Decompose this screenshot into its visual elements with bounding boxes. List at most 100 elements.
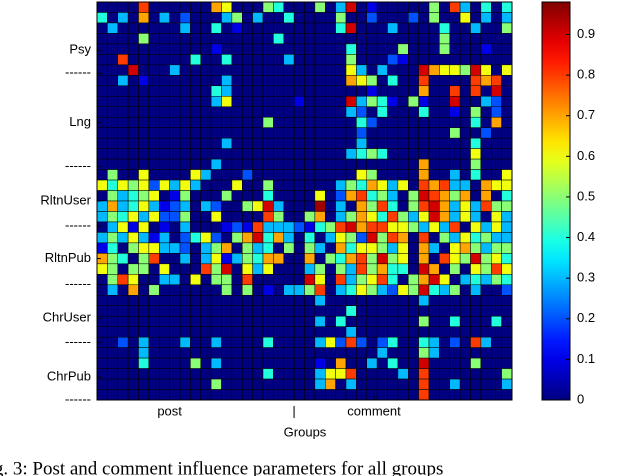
cell — [242, 347, 253, 359]
cell — [159, 263, 170, 275]
cell — [459, 284, 471, 296]
cell — [459, 368, 471, 380]
cell — [96, 326, 108, 338]
cell — [345, 106, 357, 118]
cell — [190, 12, 201, 24]
cell — [387, 368, 399, 380]
cell — [439, 284, 450, 296]
cell — [439, 148, 450, 160]
cell — [221, 211, 233, 223]
cell — [117, 158, 129, 170]
cell — [397, 284, 409, 296]
cell — [501, 368, 513, 380]
cell — [470, 221, 482, 233]
cell — [501, 263, 513, 275]
cell — [376, 263, 388, 275]
cell — [335, 106, 347, 118]
cell — [335, 295, 347, 306]
cell — [470, 326, 482, 338]
cell — [200, 242, 212, 254]
cell — [345, 116, 357, 128]
cell — [459, 315, 471, 327]
cell — [366, 326, 378, 338]
cell — [304, 305, 316, 317]
cell — [231, 116, 243, 128]
cell — [335, 22, 347, 34]
cell — [107, 211, 118, 223]
cell — [439, 305, 450, 317]
cell — [480, 242, 492, 254]
cell — [470, 33, 482, 45]
cell — [231, 263, 243, 275]
cell — [221, 137, 233, 149]
cell — [491, 158, 502, 170]
cell — [366, 347, 378, 359]
cell — [366, 64, 378, 76]
cell — [491, 284, 502, 296]
cell — [117, 315, 129, 327]
cell — [148, 127, 160, 139]
cell — [148, 200, 160, 212]
cell — [325, 200, 336, 212]
cell — [242, 221, 253, 233]
cell — [449, 190, 461, 202]
cell — [210, 106, 222, 118]
cell — [356, 179, 367, 191]
cell — [127, 116, 139, 128]
cell — [449, 378, 461, 390]
cell — [148, 33, 160, 45]
cell — [356, 190, 367, 202]
cell — [96, 127, 108, 139]
cell — [252, 336, 264, 348]
cell — [439, 64, 450, 76]
cell — [283, 389, 295, 401]
cell — [200, 169, 212, 181]
cell — [179, 315, 191, 327]
cell — [314, 232, 326, 244]
cell — [325, 12, 336, 24]
cell — [470, 43, 482, 55]
cell — [138, 190, 150, 202]
cell — [293, 357, 305, 369]
cell — [96, 389, 108, 401]
cell — [273, 54, 284, 66]
cell — [387, 43, 399, 55]
cell — [252, 389, 264, 401]
cell — [439, 378, 450, 390]
cell — [408, 284, 419, 296]
cell — [335, 169, 347, 181]
cell — [345, 96, 357, 107]
cell — [293, 33, 305, 45]
cell — [169, 96, 181, 107]
cell — [366, 211, 378, 223]
cell — [293, 75, 305, 87]
cell — [428, 305, 440, 317]
cell — [273, 127, 284, 139]
cell — [127, 253, 139, 265]
colorbar-tick-label: 0 — [577, 391, 584, 406]
cell — [283, 43, 295, 55]
cell — [480, 64, 492, 76]
cell — [439, 137, 450, 149]
cell — [179, 263, 191, 275]
cell — [418, 179, 430, 191]
cell — [480, 12, 492, 24]
cell — [418, 148, 430, 160]
cell — [335, 137, 347, 149]
cell — [107, 326, 118, 338]
y-tick-label: RltnUser — [40, 192, 91, 207]
cell — [138, 253, 150, 265]
cell — [127, 378, 139, 390]
cell — [273, 106, 284, 118]
cell — [231, 284, 243, 296]
cell — [148, 284, 160, 296]
cell — [190, 253, 201, 265]
cell — [356, 106, 367, 118]
cell — [335, 221, 347, 233]
cell — [345, 12, 357, 24]
cell — [252, 75, 264, 87]
cell — [376, 274, 388, 286]
cell — [210, 347, 222, 359]
cell — [501, 326, 513, 338]
cell — [117, 378, 129, 390]
